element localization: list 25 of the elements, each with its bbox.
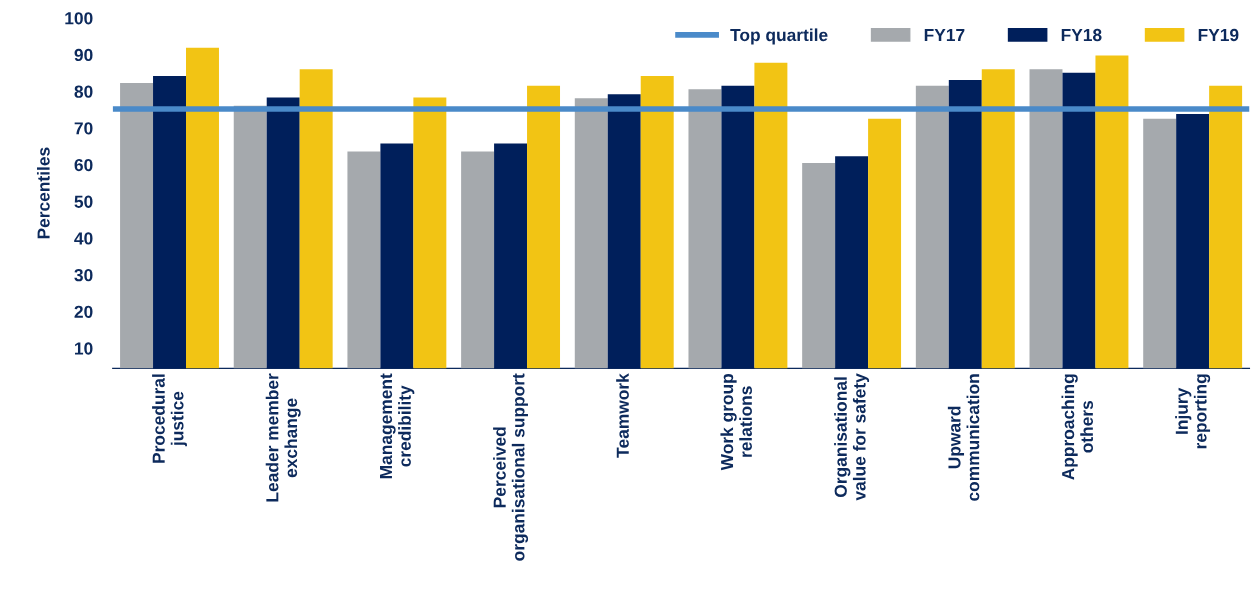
x-tick-label: Approaching others bbox=[1061, 374, 1094, 480]
x-tick-label: Management credibility bbox=[380, 373, 415, 479]
x-tick-label: Perceived organisational support bbox=[493, 373, 529, 561]
x-tick-label: Procedural justice bbox=[152, 374, 187, 463]
y-tick-label: 100 bbox=[65, 12, 93, 25]
x-tick-label: Injury reporting bbox=[1175, 374, 1211, 449]
y-axis-title: Percentiles bbox=[36, 147, 50, 239]
y-tick-label: 60 bbox=[74, 158, 93, 172]
legend-label: FY17 bbox=[924, 29, 965, 41]
y-tick-label: 40 bbox=[74, 232, 93, 245]
legend-label: FY18 bbox=[1061, 28, 1102, 42]
x-tick-label: Work group relations bbox=[720, 373, 752, 471]
x-tick-label: Teamwork bbox=[616, 373, 629, 458]
y-tick-label: 20 bbox=[74, 305, 93, 318]
y-tick-label: 30 bbox=[74, 268, 93, 282]
x-tick-label: Leader member exchange bbox=[265, 373, 301, 502]
x-tick-label: Organisational value for safety bbox=[834, 373, 870, 501]
y-tick-label: 10 bbox=[75, 342, 93, 355]
x-tick-label: Upward communication bbox=[947, 374, 980, 501]
legend-label: FY19 bbox=[1198, 28, 1239, 42]
y-tick-label: 50 bbox=[74, 195, 93, 208]
y-tick-label: 90 bbox=[74, 48, 93, 62]
y-tick-label: 80 bbox=[74, 85, 93, 98]
legend-label: Top quartile bbox=[730, 28, 828, 45]
y-tick-label: 70 bbox=[74, 122, 93, 135]
